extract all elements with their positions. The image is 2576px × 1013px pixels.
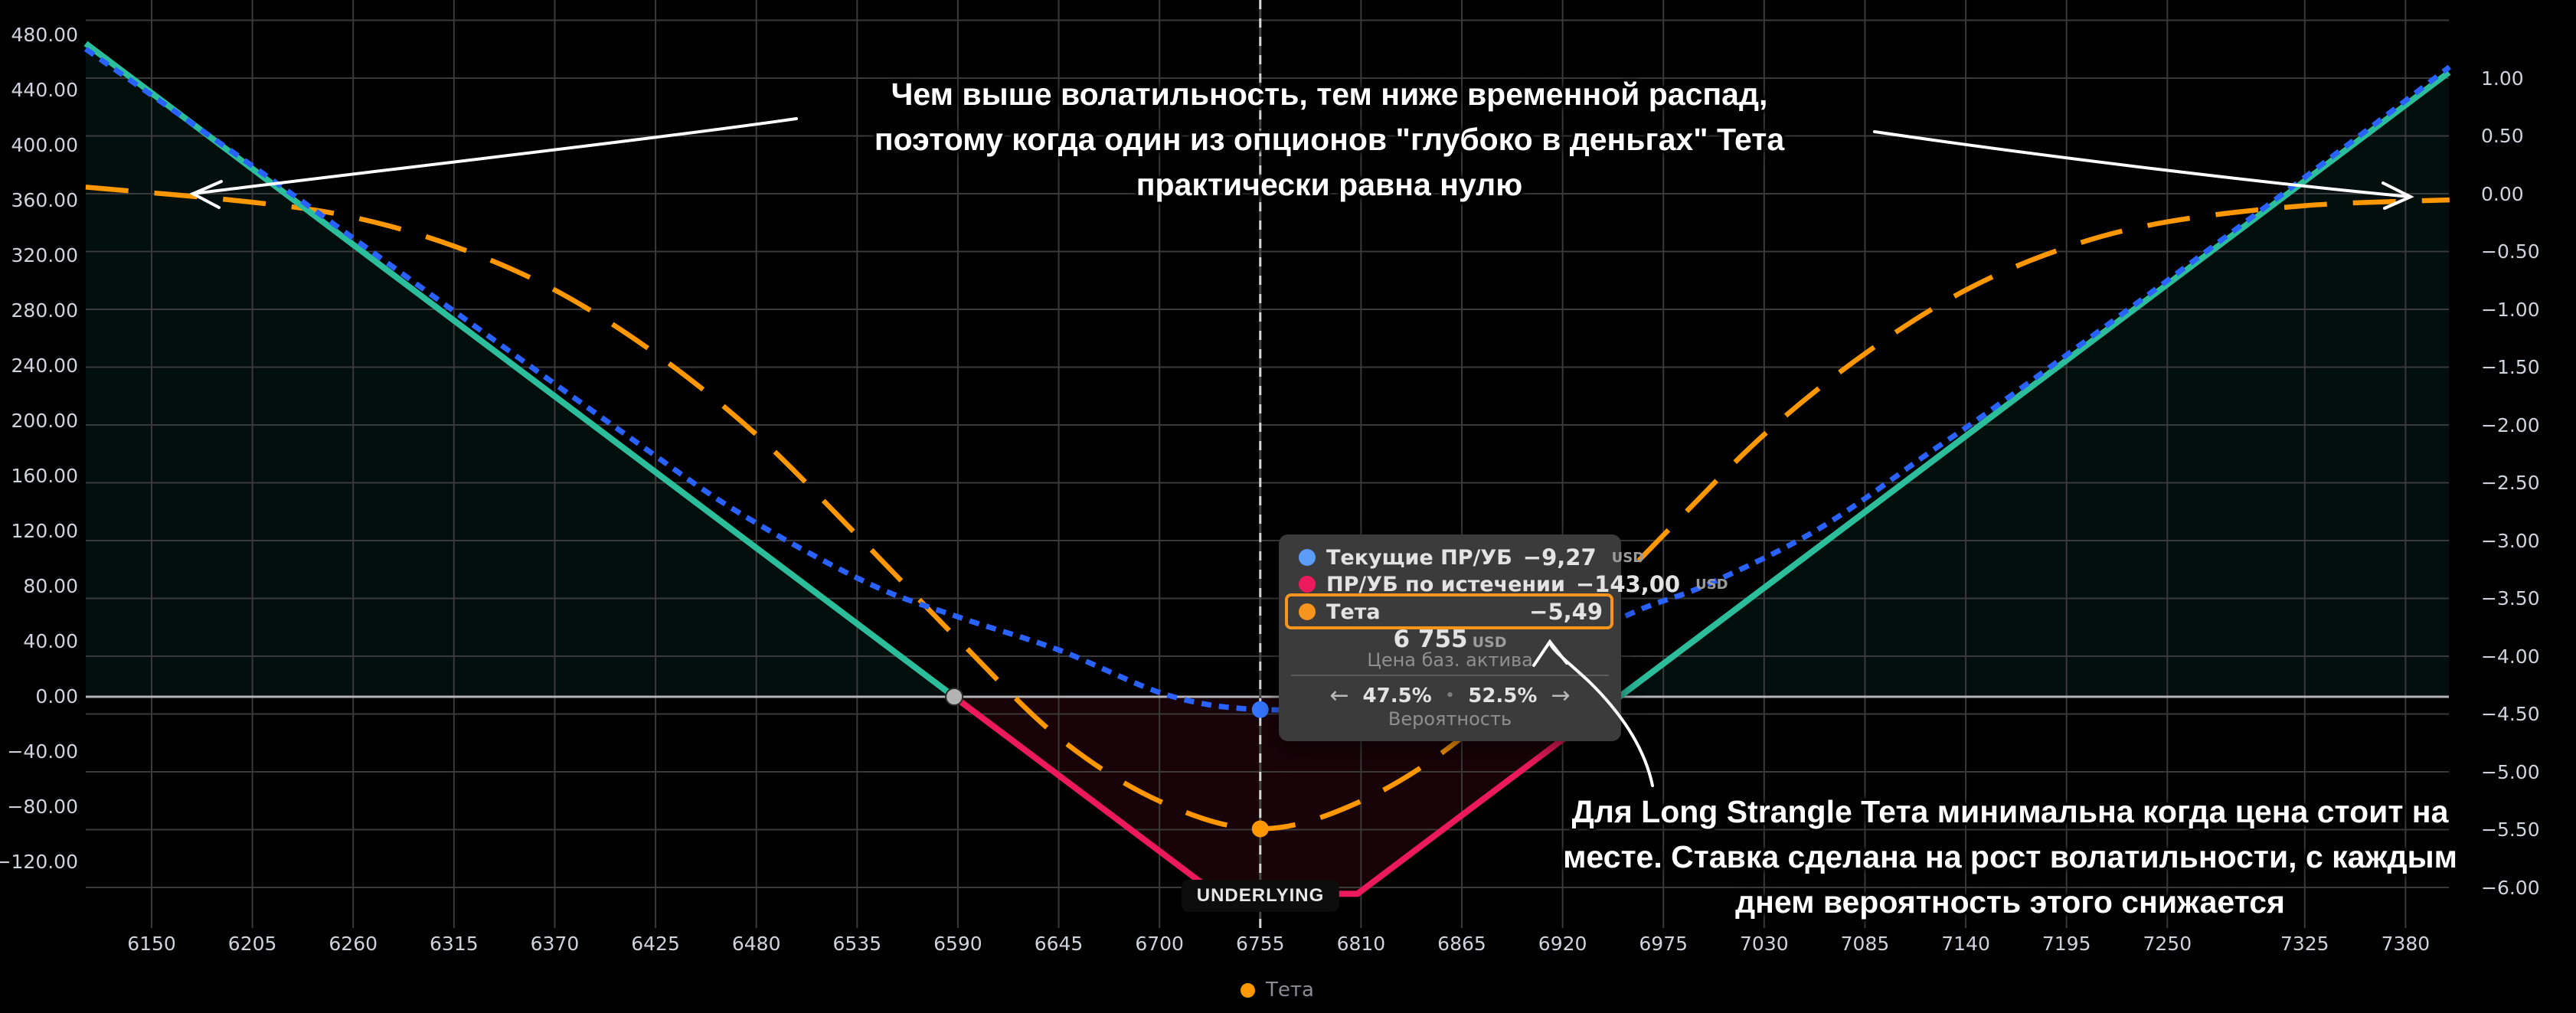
y-axis-left-label: 240.00 — [11, 355, 78, 377]
y-axis-left-label: 480.00 — [11, 24, 78, 46]
y-axis-left-label: 440.00 — [11, 79, 78, 101]
x-axis-label: 6865 — [1437, 933, 1486, 955]
x-axis-label: 6260 — [329, 933, 378, 955]
x-axis-label: 6590 — [933, 933, 982, 955]
probability-row: ← 47.5% • 52.5% → — [1279, 682, 1621, 709]
annotation-line: поэтому когда один из опционов "глубоко … — [874, 122, 1785, 157]
dot-separator-icon: • — [1445, 688, 1455, 704]
x-axis-label: 6425 — [631, 933, 680, 955]
x-axis-label: 6975 — [1639, 933, 1688, 955]
theta-dot-icon — [1299, 603, 1316, 620]
expiry-pl-dot-icon — [1299, 576, 1316, 593]
y-axis-left-label: −80.00 — [7, 796, 78, 818]
y-axis-right-label: −6.00 — [2481, 876, 2540, 899]
theta-min-point — [1251, 820, 1269, 838]
tooltip-row-unit: USD — [1695, 576, 1728, 593]
x-axis-label: 7030 — [1740, 933, 1789, 955]
breakeven-point — [945, 688, 964, 706]
crosshair-tooltip: Текущие ПР/УБ −9,27 USD ПР/УБ по истечен… — [1279, 534, 1728, 741]
y-axis-right-label: 1.00 — [2481, 67, 2524, 90]
probability-right-value: 52.5% — [1468, 684, 1538, 707]
x-axis-label: 7250 — [2143, 933, 2192, 955]
annotation-theta-note: Для Long Strangle Тета минимальна когда … — [1459, 789, 2561, 925]
tooltip-row-label: Текущие ПР/УБ — [1326, 545, 1512, 570]
probability-left-value: 47.5% — [1362, 684, 1432, 707]
y-axis-right-label: −3.50 — [2481, 587, 2540, 609]
y-axis-right-label: −1.00 — [2481, 298, 2540, 321]
x-axis-label: 7195 — [2042, 933, 2091, 955]
chart-legend[interactable]: Тета — [1241, 979, 1314, 1002]
y-axis-left-label: 80.00 — [23, 575, 78, 597]
current-pl-point — [1251, 701, 1269, 718]
y-axis-right-label: −5.00 — [2481, 760, 2540, 783]
x-axis-label: 6205 — [227, 933, 277, 955]
tooltip-row-theta: Тета −5,49 — [1299, 598, 1603, 626]
probability-caption: Вероятность — [1388, 708, 1512, 730]
x-axis-label: 6810 — [1336, 933, 1386, 955]
x-axis-label: 6150 — [127, 933, 176, 955]
theta-legend-label: Тета — [1266, 979, 1314, 1002]
annotation-volatility-note: Чем выше волатильность, тем ниже временн… — [755, 72, 1904, 208]
x-axis-label: 6920 — [1538, 933, 1587, 955]
y-axis-left-label: 40.00 — [23, 630, 78, 652]
y-axis-left-label: 360.00 — [11, 189, 78, 211]
y-axis-left-label: 120.00 — [11, 520, 78, 542]
y-axis-right-label: −2.50 — [2481, 472, 2540, 494]
underlying-price-value: 6 755 USD — [1393, 626, 1507, 653]
y-axis-right-label: −4.00 — [2481, 645, 2540, 668]
underlying-price-caption: Цена баз. актива — [1367, 649, 1533, 671]
y-axis-right-label: −0.50 — [2481, 240, 2540, 263]
y-axis-left-label: 320.00 — [11, 244, 78, 266]
annotation-line: месте. Ставка сделана на рост волатильно… — [1563, 839, 2457, 874]
y-axis-left-label: 0.00 — [35, 685, 78, 707]
x-axis-label: 6535 — [832, 933, 882, 955]
tooltip-row-unit: USD — [1611, 549, 1645, 566]
y-axis-right-label: −5.50 — [2481, 819, 2540, 841]
x-axis-label: 6480 — [731, 933, 781, 955]
y-axis-right-label: −3.00 — [2481, 529, 2540, 552]
annotation-line: Для Long Strangle Тета минимальна когда … — [1571, 794, 2449, 829]
y-axis-left-label: 160.00 — [11, 465, 78, 487]
y-axis-left-label: 400.00 — [11, 134, 78, 156]
x-axis-label: 7325 — [2280, 933, 2329, 955]
y-axis-left-label: −40.00 — [7, 740, 78, 763]
x-axis-label: 7085 — [1840, 933, 1890, 955]
y-axis-right-label: −4.50 — [2481, 703, 2540, 725]
theta-legend-icon — [1241, 982, 1255, 998]
tooltip-row-expiry-pl: ПР/УБ по истечении −143,00 USD — [1299, 570, 1728, 598]
y-axis-right-label: −1.50 — [2481, 356, 2540, 378]
y-axis-left-label: −120.00 — [0, 851, 78, 873]
right-arrow-icon: → — [1551, 682, 1571, 709]
x-axis-label: 7140 — [1941, 933, 1990, 955]
annotation-line: практически равна нулю — [1136, 167, 1523, 202]
underlying-price-badge: UNDERLYING — [1181, 880, 1340, 912]
y-axis-left-label: 280.00 — [11, 299, 78, 322]
current-pl-dot-icon — [1299, 549, 1316, 566]
y-axis-right-label: −2.00 — [2481, 413, 2540, 436]
theta-highlight-box — [1285, 593, 1613, 629]
tooltip-row-value: −5,49 — [1529, 599, 1603, 625]
tooltip-row-value: −9,27 — [1522, 544, 1597, 570]
annotation-line: Чем выше волатильность, тем ниже временн… — [891, 77, 1768, 112]
y-axis-right-label: 0.50 — [2481, 125, 2524, 147]
tooltip-divider — [1291, 675, 1609, 676]
x-axis-label: 6755 — [1235, 933, 1285, 955]
x-axis-label: 6315 — [430, 933, 479, 955]
x-axis-label: 6370 — [530, 933, 580, 955]
x-axis-label: 7380 — [2381, 933, 2431, 955]
tooltip-row-label: ПР/УБ по истечении — [1326, 572, 1565, 596]
tooltip-row-current-pl: Текущие ПР/УБ −9,27 USD — [1299, 544, 1644, 571]
y-axis-right-label: 0.00 — [2481, 182, 2524, 205]
left-arrow-icon: ← — [1329, 682, 1349, 709]
annotation-line: днем вероятность этого снижается — [1735, 884, 2285, 920]
tooltip-row-value: −143,00 — [1575, 571, 1681, 597]
x-axis-label: 6700 — [1135, 933, 1184, 955]
y-axis-left-label: 200.00 — [11, 410, 78, 432]
x-axis-label: 6645 — [1034, 933, 1084, 955]
tooltip-row-label: Тета — [1326, 600, 1381, 624]
